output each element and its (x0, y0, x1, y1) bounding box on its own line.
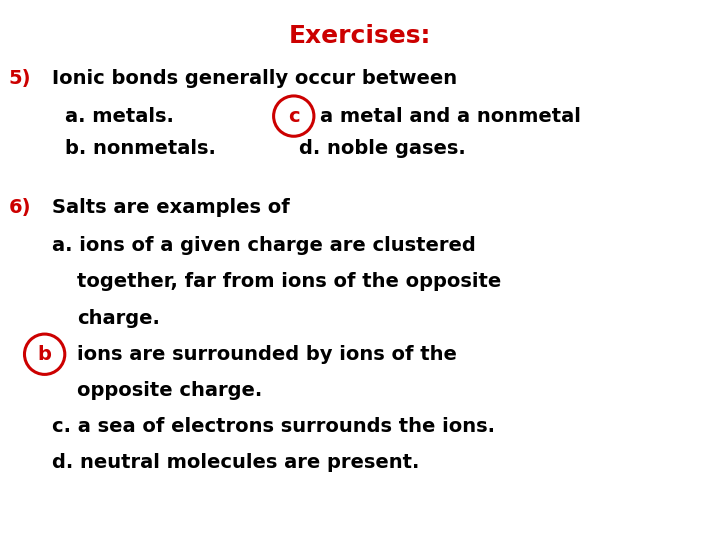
Text: c: c (288, 106, 300, 126)
Text: b: b (37, 345, 52, 364)
Text: Exercises:: Exercises: (289, 24, 431, 48)
Text: together, far from ions of the opposite: together, far from ions of the opposite (77, 272, 501, 292)
Text: Ionic bonds generally occur between: Ionic bonds generally occur between (52, 69, 457, 88)
Text: opposite charge.: opposite charge. (77, 381, 262, 400)
Text: a. metals.: a. metals. (65, 106, 174, 126)
Text: b. nonmetals.: b. nonmetals. (65, 139, 216, 158)
Text: d. noble gases.: d. noble gases. (299, 139, 466, 158)
Text: 6): 6) (9, 198, 31, 218)
Text: a metal and a nonmetal: a metal and a nonmetal (320, 106, 581, 126)
Text: charge.: charge. (77, 308, 160, 328)
Text: 5): 5) (9, 69, 31, 88)
Text: d. neutral molecules are present.: d. neutral molecules are present. (52, 453, 419, 472)
Text: Salts are examples of: Salts are examples of (52, 198, 289, 218)
Text: a. ions of a given charge are clustered: a. ions of a given charge are clustered (52, 236, 476, 255)
Text: ions are surrounded by ions of the: ions are surrounded by ions of the (77, 345, 457, 364)
Text: c. a sea of electrons surrounds the ions.: c. a sea of electrons surrounds the ions… (52, 417, 495, 436)
